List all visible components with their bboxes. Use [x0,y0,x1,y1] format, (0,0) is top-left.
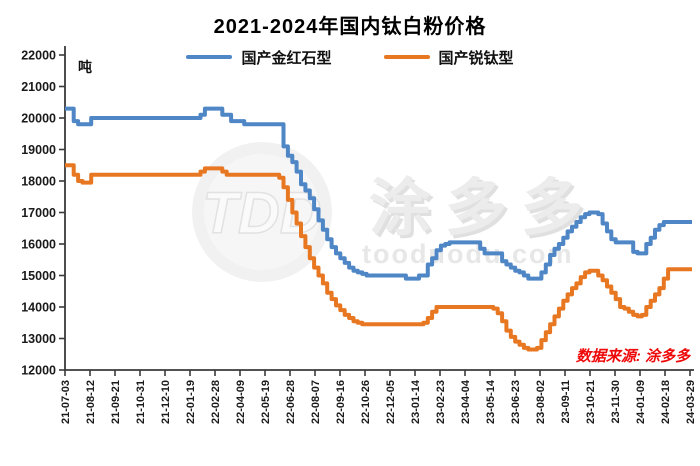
legend-label-rutile: 国产金红石型 [241,49,332,67]
x-tick-label: 23-10-21 [585,380,597,424]
series-lines [65,106,692,352]
y-tick-label: 17000 [21,206,56,220]
legend-item-rutile: 国产金红石型 [186,47,332,68]
rutile-line-swatch [186,55,233,59]
anatase-line-swatch [383,55,430,59]
x-tick-label: 24-03-29 [685,380,697,424]
x-tick-label: 23-02-23 [435,380,447,424]
x-tick-label: 24-02-18 [660,380,672,424]
y-tick-label: 14000 [21,301,56,315]
x-tick-label: 23-08-02 [535,380,547,424]
x-tick-label: 23-01-14 [410,379,422,424]
axes: 12000 13000 14000 15000 16000 17000 18000 19000… [21,46,697,424]
unit-label: 吨 [78,59,92,75]
legend: 国产金红石型 国产锐钛型 [0,46,700,68]
x-tick-label: 23-09-11 [560,380,572,423]
x-tick-label: 21-12-10 [160,380,172,424]
y-tick-label: 13000 [21,332,56,346]
legend-label-anatase: 国产锐钛型 [438,49,514,67]
y-tick-label: 21000 [21,80,56,94]
x-tick-label: 22-06-28 [285,380,297,424]
legend-item-anatase: 国产锐钛型 [383,47,514,68]
x-tick-label: 21-09-21 [110,380,122,424]
x-tick-label: 22-08-07 [310,380,322,424]
watermark-circle [192,142,332,282]
x-tick-label: 22-12-05 [385,380,397,424]
y-tick-label: 19000 [21,143,56,157]
x-tick-label: 22-01-19 [185,380,197,424]
x-tick-label: 23-06-23 [510,380,522,424]
y-tick-label: 18000 [21,175,56,189]
watermark-ring [204,154,320,270]
y-tick-label: 22000 [21,49,56,63]
x-tick-label: 22-09-16 [335,380,347,424]
series-line-国产金红石型 [65,106,692,281]
x-tick-label: 23-04-04 [460,379,472,424]
x-tick-label: 21-10-31 [135,380,147,424]
x-tick-label: 24-01-09 [635,380,647,424]
x-tick-label: 22-02-28 [210,380,222,424]
watermark: TDD 涂多多 涂多多 tooduodu.com [192,142,600,282]
y-tick-label: 12000 [21,364,56,378]
chart-title: 2021-2024年国内钛白粉价格 [213,16,487,38]
source-note: 数据来源: 涂多多 [576,347,691,365]
y-tick-label: 15000 [21,269,56,283]
x-tick-label: 22-10-26 [360,380,372,424]
y-tick-label: 16000 [21,238,56,252]
y-tick-label: 20000 [21,112,56,126]
x-tick-label: 21-08-12 [85,380,97,424]
x-tick-label: 23-11-30 [610,380,622,423]
x-tick-label: 21-07-03 [60,380,72,424]
x-tick-label: 23-05-14 [485,379,497,424]
x-tick-label: 22-05-19 [260,380,272,424]
watermark-brand: 涂多多 [369,174,597,243]
series-line-国产锐钛型 [65,163,692,352]
x-tick-label: 22-04-09 [235,380,247,424]
watermark-brand-shadow: 涂多多 [372,177,600,246]
